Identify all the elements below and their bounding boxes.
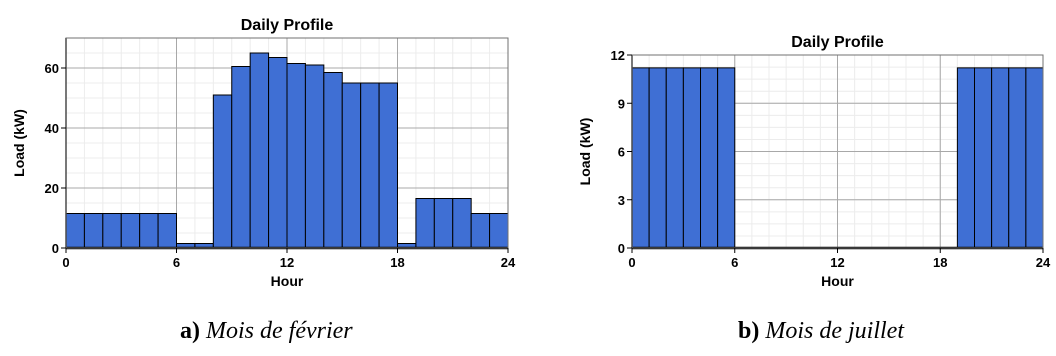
bar-hour-1: [83, 213, 104, 249]
x-tick-label-18: 18: [390, 255, 404, 270]
bar-hour-3: [682, 67, 701, 249]
y-axis-title: Load (kW): [577, 118, 593, 186]
chart-b: 0 6 12 18 24 0 3 6 9 12 Daily Profile Hour Load (kW): [577, 34, 1051, 289]
y-tick-label-6: 6: [618, 145, 625, 160]
bar-hour-8: [212, 94, 233, 249]
x-tick-label-6: 6: [731, 255, 738, 270]
bar-hour-14: [323, 72, 343, 249]
bar-hour-20: [433, 198, 454, 249]
bar-hour-3: [120, 213, 141, 249]
x-axis-title: Hour: [821, 273, 854, 289]
chart-a: 0 6 12 18 24 0 20 40 60 Daily Profile Hour Load (kW…: [11, 17, 516, 289]
caption-b-letter: b): [738, 318, 760, 344]
y-tick-label-60: 60: [45, 61, 59, 76]
y-tick-label-40: 40: [45, 121, 59, 136]
caption-b-text: Mois de juillet: [765, 318, 904, 344]
bar-hour-4: [139, 213, 159, 249]
y-tick-label-3: 3: [618, 193, 625, 208]
bar-hour-12: [286, 63, 306, 249]
x-tick-label-0: 0: [628, 255, 635, 270]
y-tick-label-0: 0: [618, 241, 625, 256]
y-tick-label-20: 20: [45, 181, 59, 196]
bar-hour-10: [249, 52, 270, 249]
bar-hour-15: [341, 82, 362, 249]
x-tick-label-24: 24: [501, 255, 516, 270]
bar-hour-4: [700, 67, 719, 249]
y-axis-title: Load (kW): [11, 109, 27, 177]
bar-hour-2: [665, 67, 684, 249]
x-tick-label-0: 0: [62, 255, 69, 270]
y-tick-label-0: 0: [52, 241, 59, 256]
bar-hour-0: [631, 67, 650, 249]
y-tick-label-9: 9: [618, 96, 625, 111]
bar-hour-9: [231, 66, 251, 249]
chart-title: Daily Profile: [241, 17, 334, 34]
bar-hour-1: [648, 67, 667, 249]
x-tick-label-12: 12: [280, 255, 294, 270]
bar-hour-21: [991, 67, 1010, 249]
caption-a: a) Mois de février: [180, 318, 353, 345]
bar-hour-17: [378, 82, 399, 249]
bar-hour-5: [717, 67, 736, 249]
chart-title: Daily Profile: [791, 34, 884, 51]
y-tick-label-12: 12: [611, 48, 625, 63]
bar-hour-13: [304, 64, 325, 249]
bar-hour-0: [65, 213, 85, 249]
caption-a-text: Mois de février: [206, 318, 353, 344]
bars: [631, 67, 1044, 249]
bar-hour-19: [956, 67, 975, 249]
x-axis-title: Hour: [271, 273, 304, 289]
bar-hour-11: [268, 57, 288, 249]
bar-hour-22: [470, 213, 491, 249]
bar-hour-16: [360, 82, 380, 249]
bar-hour-5: [157, 213, 177, 249]
x-tick-label-18: 18: [933, 255, 947, 270]
bar-hour-21: [452, 198, 472, 249]
bar-hour-23: [1025, 67, 1044, 249]
caption-b: b) Mois de juillet: [738, 318, 904, 345]
bar-hour-20: [974, 67, 993, 249]
bar-hour-22: [1008, 67, 1027, 249]
x-tick-label-6: 6: [173, 255, 180, 270]
bar-hour-2: [102, 213, 122, 249]
caption-a-letter: a): [180, 318, 200, 344]
x-tick-label-24: 24: [1036, 255, 1051, 270]
x-tick-label-12: 12: [830, 255, 844, 270]
bar-hour-23: [489, 213, 509, 249]
bar-hour-19: [415, 198, 435, 249]
